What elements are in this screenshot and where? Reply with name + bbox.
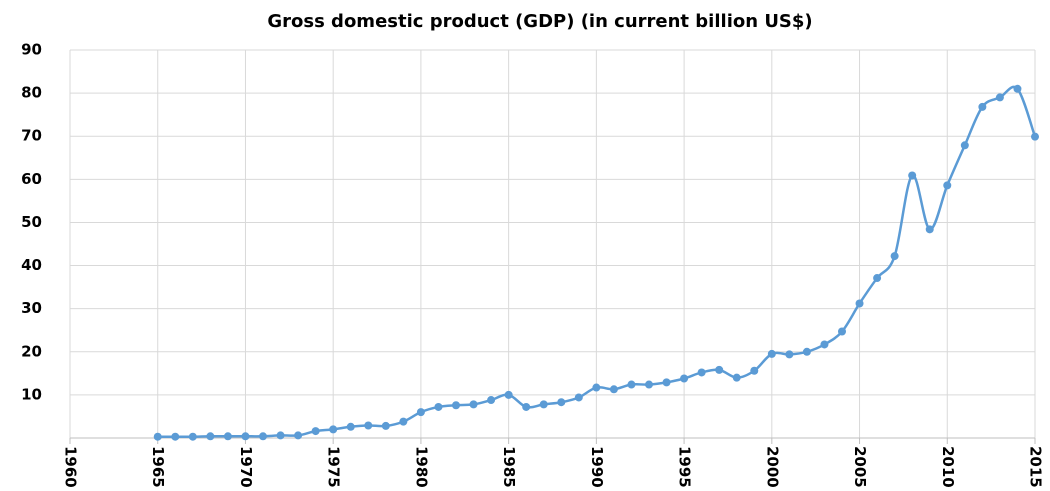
point [487,396,496,405]
y-tick-label: 60 [21,170,42,188]
point [294,431,303,440]
point [346,422,355,431]
x-tick-label: 2015 [1027,446,1045,488]
point [978,102,987,111]
point [452,401,460,410]
x-tick-label: 1980 [412,446,430,488]
y-tick-label: 40 [21,256,42,274]
y-tick-label: 10 [21,385,42,403]
point [381,421,390,430]
point [434,402,443,411]
x-tick-label: 1960 [62,446,80,488]
x-tick-label: 2005 [851,446,869,488]
point [838,327,846,336]
point [609,385,618,394]
point [223,432,232,441]
point [188,432,197,441]
point [276,431,285,440]
point [592,383,601,392]
point [627,380,636,389]
y-tick-label: 90 [21,41,42,59]
point [785,350,794,359]
point [469,400,478,409]
x-tick-label: 2010 [939,446,957,488]
point [767,349,776,358]
point [873,274,882,283]
point [311,427,320,436]
point [925,225,934,234]
point [1013,84,1022,93]
x-tick-label: 1965 [149,446,167,488]
point [329,425,338,434]
point [995,93,1004,102]
x-tick-label: 1970 [237,446,255,488]
point [732,373,741,382]
point [574,393,583,402]
point [241,432,250,441]
point [1031,132,1039,141]
point [399,417,408,426]
point [908,171,917,180]
point [855,299,864,308]
point [206,432,215,441]
point [715,365,724,374]
point [680,374,689,383]
y-tick-label: 70 [21,127,42,145]
y-tick-label: 50 [21,213,42,231]
x-tick-label: 2000 [763,446,781,488]
y-tick-label: 20 [21,342,42,360]
point [171,432,180,441]
point [522,402,531,411]
point [943,181,952,190]
point [364,421,373,430]
point [890,252,899,261]
point [697,368,706,377]
x-tick-label: 1985 [500,446,518,488]
point [750,366,759,375]
point [539,400,548,409]
point [820,340,829,349]
point [557,398,566,407]
point [645,380,653,389]
x-tick-label: 1995 [676,446,694,488]
y-tick-label: 30 [21,299,42,317]
chart-title: Gross domestic product (GDP) (in current… [267,11,812,32]
point [259,432,267,441]
point [802,347,811,356]
x-tick-label: 1975 [325,446,343,488]
y-tick-label: 80 [21,84,42,102]
point [662,378,671,387]
x-tick-label: 1990 [588,446,606,488]
point [960,141,969,150]
point [416,408,425,417]
point [153,432,162,441]
point [504,390,513,399]
